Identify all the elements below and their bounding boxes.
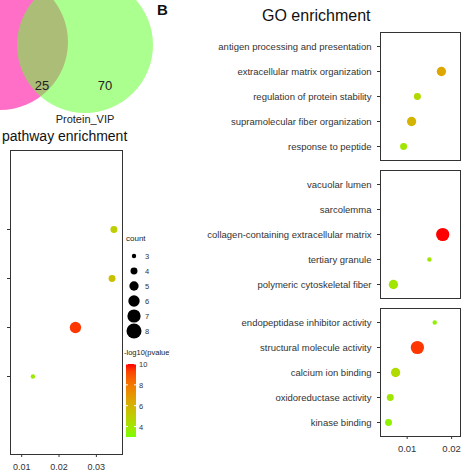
svg-text:7: 7: [145, 312, 149, 321]
svg-text:4: 4: [145, 267, 149, 276]
html-text:GO enrichment: GO enrichment: [262, 7, 371, 24]
svg-text:antigen processing and present: antigen processing and presentation: [218, 41, 371, 52]
svg-text:collagen-containing extracellu: collagen-containing extracellular matrix: [207, 229, 371, 240]
svg-text:polymeric cytoskeletal fiber: polymeric cytoskeletal fiber: [257, 279, 371, 290]
svg-text:regulation of protein stabilit: regulation of protein stability: [253, 91, 372, 102]
svg-text:response to peptide: response to peptide: [288, 141, 371, 152]
svg-text:10: 10: [139, 360, 147, 369]
svg-text:0.02: 0.02: [50, 462, 68, 472]
svg-text:6: 6: [145, 297, 149, 306]
svg-text:tertiary granule: tertiary granule: [308, 254, 371, 265]
svg-text:count: count: [126, 234, 146, 243]
svg-text:3: 3: [145, 252, 149, 261]
svg-text:sarcolemma: sarcolemma: [320, 204, 372, 215]
svg-text:70: 70: [98, 78, 112, 93]
svg-text:0.02: 0.02: [442, 443, 461, 454]
svg-text:Protein_VIP: Protein_VIP: [56, 113, 115, 125]
svg-text:4: 4: [139, 423, 143, 432]
svg-text:0.03: 0.03: [88, 462, 106, 472]
svg-text:0.01: 0.01: [398, 443, 417, 454]
svg-text:6: 6: [139, 402, 143, 411]
svg-text:0.01: 0.01: [13, 462, 31, 472]
svg-text:structural molecule activity: structural molecule activity: [260, 342, 372, 353]
svg-text:supramolecular fiber organizat: supramolecular fiber organization: [231, 116, 371, 127]
svg-text:-log10(pvalue): -log10(pvalue): [124, 348, 172, 357]
svg-text:calcium ion binding: calcium ion binding: [291, 367, 372, 378]
html-text:B: B: [157, 1, 168, 18]
svg-text:25: 25: [35, 78, 49, 93]
html-text:pathway enrichment: pathway enrichment: [2, 128, 128, 144]
svg-text:kinase binding: kinase binding: [311, 417, 372, 428]
svg-text:oxidoreductase activity: oxidoreductase activity: [275, 392, 371, 403]
svg-text:8: 8: [145, 327, 149, 336]
svg-text:5: 5: [145, 282, 149, 291]
svg-text:8: 8: [139, 381, 143, 390]
svg-text:endopeptidase inhibitor activi: endopeptidase inhibitor activity: [242, 317, 372, 328]
svg-text:extracellular matrix organizat: extracellular matrix organization: [237, 66, 371, 77]
svg-text:vacuolar lumen: vacuolar lumen: [307, 179, 371, 190]
